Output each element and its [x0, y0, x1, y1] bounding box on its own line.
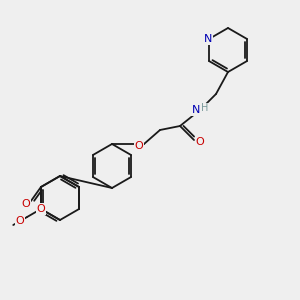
Text: O: O — [196, 137, 204, 147]
Text: N: N — [192, 105, 200, 115]
Text: N: N — [204, 34, 212, 44]
Text: O: O — [22, 199, 30, 209]
Text: O: O — [135, 141, 143, 151]
Text: O: O — [16, 216, 25, 226]
Text: O: O — [37, 204, 45, 214]
Text: H: H — [201, 103, 209, 113]
